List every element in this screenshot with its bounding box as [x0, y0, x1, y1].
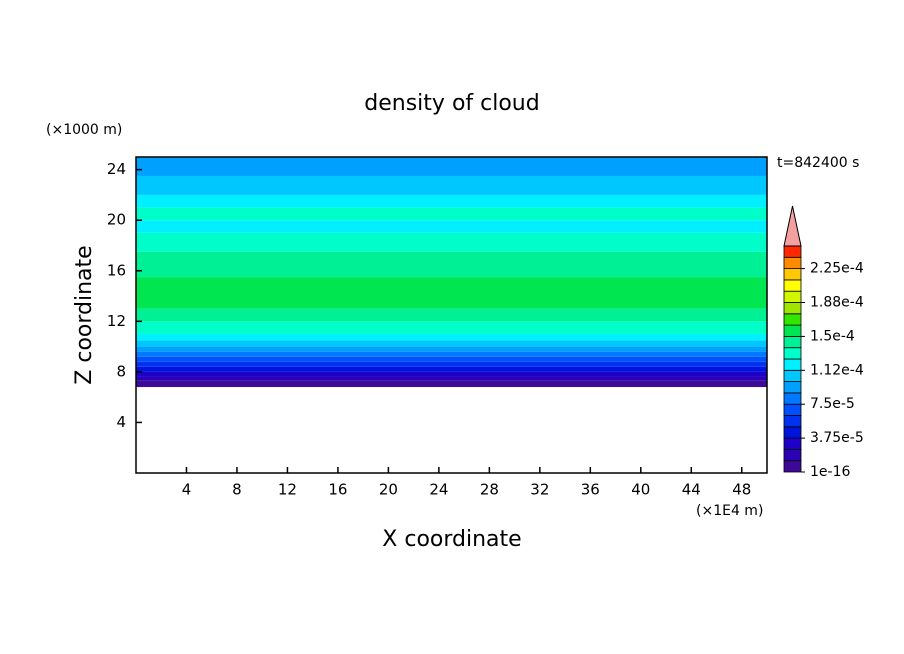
colorbar-segment	[783, 426, 802, 439]
colorbar-segment	[783, 279, 802, 292]
contour-band	[136, 346, 767, 352]
contour-band	[136, 366, 767, 372]
contour-band	[136, 333, 767, 341]
x-tick-label: 44	[682, 481, 701, 499]
contour-band	[136, 321, 767, 334]
x-tick-label: 36	[581, 481, 600, 499]
contour-band	[136, 308, 767, 322]
y-tick-label: 16	[107, 261, 126, 279]
contour-band	[136, 251, 767, 278]
contour-band	[136, 340, 767, 347]
y-tick-label: 12	[107, 312, 126, 330]
y-tick-label: 4	[116, 413, 126, 431]
colorbar-extension	[783, 205, 802, 247]
colorbar-segment	[783, 381, 802, 394]
colorbar-tick-label: 2.25e-4	[810, 261, 864, 277]
colorbar-segment	[783, 313, 802, 326]
colorbar-segment	[783, 335, 802, 349]
colorbar-segment	[783, 347, 802, 360]
y-unit: (×1000 m)	[46, 122, 122, 138]
y-axis-label: Z coordinate	[72, 245, 97, 384]
colorbar-segment	[783, 268, 802, 281]
colorbar-segment	[783, 245, 802, 258]
colorbar-segment	[783, 324, 802, 337]
colorbar-segment	[783, 358, 802, 371]
x-tick-label: 32	[530, 481, 549, 499]
contour-band	[136, 380, 767, 388]
contour-band	[136, 194, 767, 208]
colorbar-segment	[783, 437, 802, 450]
colorbar-segment	[783, 392, 802, 405]
contour-band	[136, 376, 767, 381]
contour-band	[136, 207, 767, 221]
contour-band	[136, 351, 767, 357]
colorbar-segment	[783, 415, 802, 428]
colorbar-segment	[783, 290, 802, 303]
x-tick-label: 48	[732, 481, 751, 499]
colorbar-tick-label: 1.12e-4	[810, 362, 864, 378]
x-unit: (×1E4 m)	[696, 503, 763, 519]
y-tick-label: 8	[116, 362, 126, 380]
colorbar-segment	[783, 302, 802, 315]
colorbar-segment	[783, 256, 802, 269]
x-tick-label: 40	[631, 481, 650, 499]
x-tick-label: 16	[328, 481, 347, 499]
y-tick-label: 24	[107, 160, 126, 178]
colorbar-segment	[783, 460, 802, 473]
chart-title: density of cloud	[364, 91, 539, 116]
colorbar-segment	[783, 448, 802, 462]
x-tick-label: 24	[429, 481, 448, 499]
colorbar-segment	[783, 369, 802, 382]
contour-band	[136, 371, 767, 377]
x-tick-label: 12	[278, 481, 297, 499]
x-axis-label: X coordinate	[382, 527, 521, 552]
contour-band	[136, 220, 767, 233]
time-annotation: t=842400 s	[777, 155, 859, 171]
colorbar-tick-label: 1.88e-4	[810, 295, 864, 311]
colorbar-tick-label: 3.75e-5	[810, 430, 864, 446]
contour-band	[136, 157, 767, 176]
colorbar-tick-label: 1.5e-4	[810, 328, 855, 344]
colorbar-tick-label: 7.5e-5	[810, 396, 855, 412]
contour-band	[136, 361, 767, 367]
plot-frame	[135, 156, 768, 474]
x-tick-label: 20	[379, 481, 398, 499]
contour-band	[136, 175, 767, 195]
y-tick-label: 20	[107, 211, 126, 229]
x-tick-label: 8	[232, 481, 242, 499]
colorbar-segment	[783, 403, 802, 416]
contour-band	[136, 232, 767, 252]
colorbar-tick-label: 1e-16	[810, 464, 850, 480]
x-tick-label: 4	[182, 481, 192, 499]
contour-band	[136, 356, 767, 362]
contour-band	[136, 277, 767, 309]
x-tick-label: 28	[480, 481, 499, 499]
